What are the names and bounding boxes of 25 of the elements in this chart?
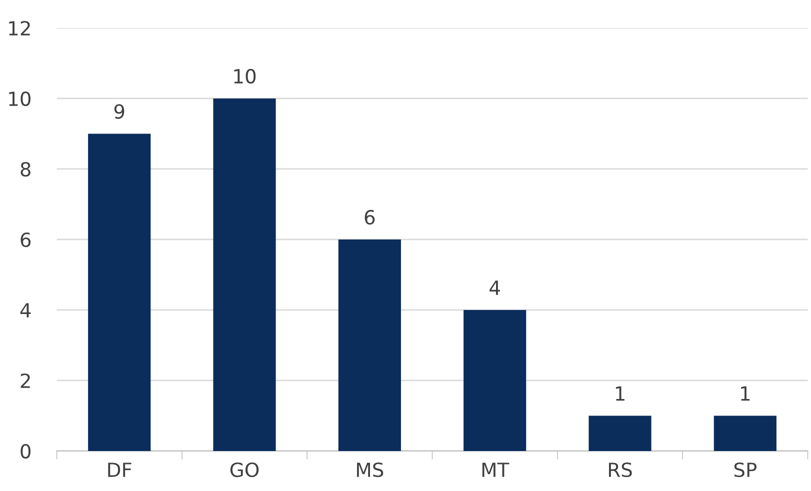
bar (338, 239, 401, 451)
data-label: 10 (234, 68, 256, 84)
bar (714, 416, 776, 451)
data-label: 6 (364, 210, 375, 225)
y-tick-label: 0 (20, 444, 30, 459)
x-tick-label: DF (108, 462, 132, 477)
x-tick-label: SP (734, 462, 757, 478)
x-tick-label: RS (608, 462, 632, 478)
x-tick-label: GO (230, 462, 259, 478)
bar (588, 416, 652, 451)
y-tick-label: 8 (20, 162, 30, 177)
bar (88, 134, 151, 451)
bar (213, 98, 276, 451)
y-tick-label: 12 (9, 20, 30, 36)
y-tick-label: 4 (20, 303, 31, 318)
y-tick-label: 2 (20, 373, 30, 388)
bar (464, 310, 526, 451)
y-tick-label: 6 (20, 232, 31, 248)
data-label: 9 (114, 104, 124, 119)
y-tick-label: 10 (9, 91, 30, 106)
x-tick-label: MS (357, 462, 384, 478)
data-label: 1 (616, 386, 624, 401)
data-label: 4 (490, 280, 500, 295)
x-tick-label: MT (482, 462, 510, 477)
data-label: 1 (741, 386, 750, 401)
